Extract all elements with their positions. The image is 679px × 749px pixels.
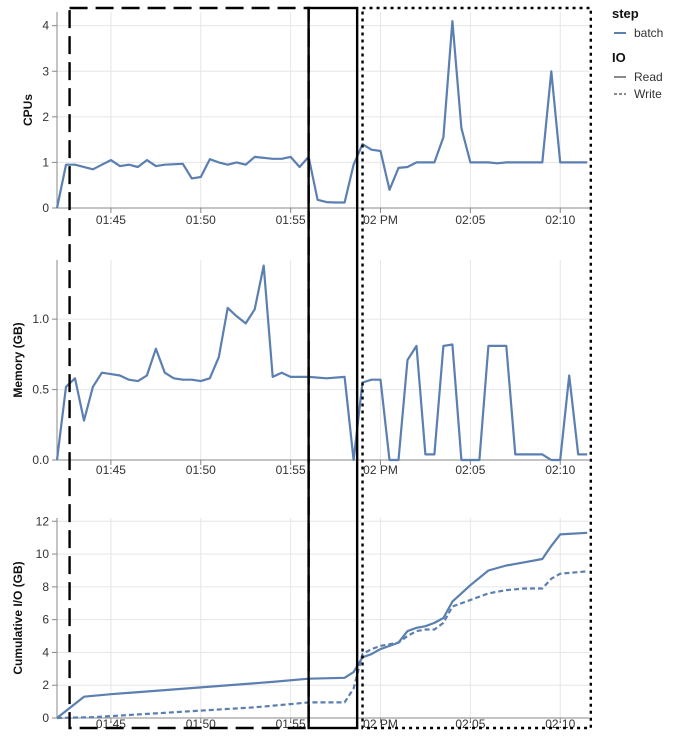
x-tick-label: 01:45	[96, 463, 126, 477]
y-axis-title: Cumulative I/O (GB)	[11, 561, 25, 674]
series-line-write	[56, 570, 588, 720]
legend-label: Write	[634, 87, 662, 101]
x-tick-label: 01:50	[186, 213, 216, 227]
y-tick-label: 8	[42, 580, 49, 594]
x-tick-label: 02:05	[455, 213, 485, 227]
legend-label: Read	[634, 70, 663, 84]
legend-title: IO	[612, 50, 626, 65]
legend-title: step	[612, 6, 639, 21]
x-tick-label: 02:05	[455, 717, 485, 731]
x-tick-label: 01:45	[96, 213, 126, 227]
x-tick-label: 02:10	[545, 463, 575, 477]
y-tick-label: 0.0	[32, 453, 49, 467]
y-tick-label: 2	[42, 678, 49, 692]
x-tick-label: 02 PM	[363, 463, 398, 477]
x-tick-label: 02:10	[545, 213, 575, 227]
x-tick-label: 02:05	[455, 463, 485, 477]
y-tick-label: 2	[42, 110, 49, 124]
x-tick-label: 02 PM	[363, 213, 398, 227]
annotation-box-solid	[307, 6, 359, 730]
y-tick-label: 0	[42, 201, 49, 215]
y-tick-label: 3	[42, 64, 49, 78]
x-tick-label: 01:50	[186, 463, 216, 477]
y-tick-label: 6	[42, 613, 49, 627]
y-tick-label: 0.5	[32, 383, 49, 397]
x-tick-label: 02:10	[545, 717, 575, 731]
y-axis-title: CPUs	[21, 94, 35, 126]
y-tick-label: 10	[36, 547, 50, 561]
y-tick-label: 4	[42, 645, 49, 659]
y-tick-label: 1	[42, 155, 49, 169]
legend-label: batch	[634, 26, 663, 40]
series-line	[55, 264, 588, 462]
x-tick-label: 01:55	[276, 213, 306, 227]
y-axis-title: Memory (GB)	[11, 322, 25, 397]
series-line	[55, 20, 588, 209]
x-tick-label: 01:55	[276, 463, 306, 477]
annotation-box-dotted	[361, 6, 592, 730]
y-tick-label: 0	[42, 711, 49, 725]
y-tick-label: 12	[36, 514, 50, 528]
y-tick-label: 1.0	[32, 312, 49, 326]
series-line-read	[56, 531, 588, 719]
y-tick-label: 4	[42, 19, 49, 33]
